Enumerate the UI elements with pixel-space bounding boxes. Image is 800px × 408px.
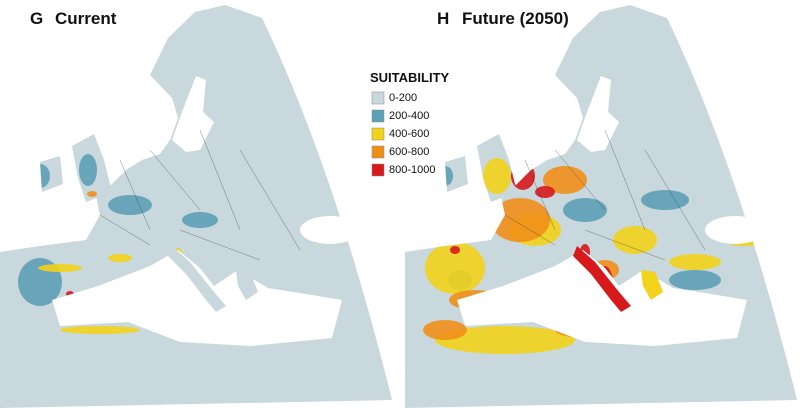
border <box>604 129 646 231</box>
sea <box>300 216 360 244</box>
suitability-patch <box>435 326 575 354</box>
suitability-patch <box>490 198 550 242</box>
border <box>554 149 606 211</box>
suitability-patch <box>79 154 97 186</box>
sea <box>52 250 342 346</box>
suitability-patch <box>60 326 140 334</box>
legend-label: 200-400 <box>389 110 429 122</box>
legend-title: SUITABILITY <box>370 70 450 85</box>
map-panel <box>405 5 797 408</box>
panel-letter: H <box>437 9 449 28</box>
border <box>584 229 666 261</box>
border <box>239 149 301 251</box>
suitability-patch <box>669 254 721 270</box>
suitability-patch <box>483 158 511 194</box>
legend-swatch <box>371 145 385 159</box>
legend: SUITABILITY 0-200 200-400 400-600 600-800 80… <box>370 70 450 177</box>
suitability-patch <box>437 166 453 186</box>
peninsula <box>641 270 663 300</box>
legend-swatch <box>371 127 385 141</box>
suitability-patch <box>423 320 467 340</box>
suitability-patch <box>535 186 555 198</box>
sea <box>457 250 747 346</box>
legend-swatch <box>371 163 385 177</box>
map-panel <box>0 5 392 408</box>
peninsula <box>573 246 631 312</box>
suitability-patch <box>563 198 607 222</box>
land <box>0 5 392 408</box>
suitability-patch <box>108 195 152 215</box>
border <box>644 149 706 251</box>
border <box>524 159 556 231</box>
border <box>504 214 556 246</box>
island <box>445 156 468 192</box>
panel-title: Future (2050) <box>462 9 569 28</box>
suitability-patch <box>56 224 84 240</box>
legend-swatch <box>371 91 385 105</box>
legend-label: 0-200 <box>389 92 417 104</box>
suitability-patch <box>108 254 132 262</box>
suitability-patch <box>38 264 82 272</box>
border <box>179 229 261 261</box>
suitability-patch <box>450 246 460 254</box>
suitability-patch <box>87 191 97 197</box>
legend-label: 800-1000 <box>389 164 436 176</box>
panel-title: Current <box>55 9 117 28</box>
sea <box>705 216 765 244</box>
peninsula <box>168 246 226 312</box>
suitability-patch <box>425 242 485 294</box>
suitability-patch <box>30 164 50 188</box>
suitability-patch <box>641 190 689 210</box>
border <box>199 129 241 231</box>
suitability-patch <box>511 162 535 190</box>
sea <box>172 76 214 152</box>
border <box>149 149 201 211</box>
suitability-patch <box>669 270 721 290</box>
legend-swatch <box>371 109 385 123</box>
suitability-patch <box>182 212 218 228</box>
panel-letter: G <box>30 9 43 28</box>
suitability-patch <box>543 166 587 194</box>
border <box>99 214 151 246</box>
border <box>119 159 151 231</box>
peninsula <box>236 270 258 300</box>
legend-label: 400-600 <box>389 128 429 140</box>
sea <box>577 76 619 152</box>
suitability-patch <box>613 226 657 254</box>
legend-label: 600-800 <box>389 146 429 158</box>
